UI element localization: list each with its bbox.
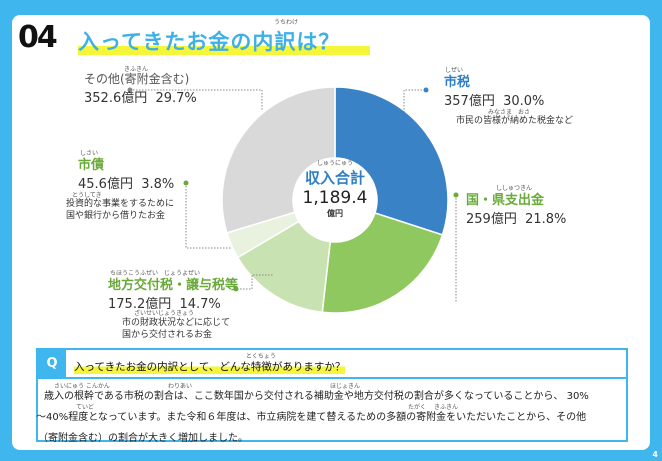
amount-bond: 45.6億円 bbox=[78, 177, 133, 192]
answer-ruby-2: わりあい bbox=[168, 383, 193, 390]
name-national: 国・県支出金 bbox=[466, 193, 545, 208]
name-localtax: 地方交付税・譲与税等 bbox=[108, 278, 239, 293]
desc-bond-2: 国や銀行から借りたお金 bbox=[66, 211, 166, 221]
leader-dot-localtax bbox=[233, 286, 239, 292]
q-mark: Q bbox=[38, 350, 66, 377]
label-other: きふきん その他(寄附金含む) 352.6億円 29.7% bbox=[84, 64, 197, 106]
leader-line-other bbox=[130, 89, 263, 110]
desc-localtax: 市の財政状況などに応じて bbox=[122, 318, 231, 328]
name-citytax: 市税 bbox=[444, 75, 471, 90]
desc-localtax-2: 国から交付されるお金 bbox=[122, 330, 213, 340]
question-ruby: とくちょう bbox=[246, 353, 276, 360]
amount-national: 259億円 bbox=[466, 212, 517, 227]
question-text: 入ってきたお金の内訳として、どんな特徴がありますか？ bbox=[74, 359, 346, 374]
amount-citytax: 357億円 bbox=[444, 94, 495, 109]
donut-center: しゅうにゅう 収入合計 1,189.4 億円 bbox=[293, 158, 377, 219]
donut-hole bbox=[293, 158, 377, 242]
leader-dot-bond bbox=[183, 180, 189, 186]
amount-localtax: 175.2億円 bbox=[108, 297, 172, 312]
percent-citytax: 30.0% bbox=[503, 94, 545, 109]
leader-dot-other bbox=[127, 87, 133, 93]
answer-line-3: （寄附金含む）の割合が大きく増加しました。 bbox=[38, 433, 248, 444]
answer-ruby-6: きふきん bbox=[434, 404, 459, 411]
answer-ruby-4: ていど bbox=[76, 404, 95, 411]
desc-bond: 投資的な事業をするために bbox=[66, 199, 175, 209]
ruby-other: きふきん bbox=[124, 66, 149, 73]
label-citytax: しぜい 市税 357億円 30.0% みなさま おさ 市民の皆様が納めた税金など bbox=[444, 65, 573, 127]
center-label: 収入合計 bbox=[304, 169, 365, 187]
answer-line-1: 歳入の根幹である市税の割合は、ここ数年国から交付される補助金や地方交付税の割合が… bbox=[44, 391, 589, 402]
title-highlight bbox=[78, 46, 370, 55]
leader-line-localtax bbox=[237, 274, 274, 290]
percent-bond: 3.8% bbox=[141, 177, 175, 192]
page-title: うちわけ 入ってきたお金の内訳は？ bbox=[78, 19, 370, 56]
leader-line-bond bbox=[185, 183, 232, 249]
label-bond: しさい 市債 45.6億円 3.8% とうしてき 投資的な事業をするために 国や… bbox=[66, 148, 174, 222]
label-national: ししゅつきん 国・県支出金 259億円 21.8% bbox=[466, 183, 566, 227]
center-ruby: しゅうにゅう bbox=[316, 160, 353, 167]
page-number: 4 bbox=[652, 450, 658, 459]
ruby-localtax-desc: ざいせいじょうきょう bbox=[134, 310, 195, 317]
percent-localtax: 14.7% bbox=[179, 297, 221, 312]
ruby-citytax-desc: みなさま おさ bbox=[488, 109, 531, 116]
leader-dot-citytax bbox=[423, 87, 429, 93]
center-total: 1,189.4 bbox=[302, 188, 368, 208]
amount-other: 352.6億円 bbox=[84, 91, 148, 106]
ruby-citytax: しぜい bbox=[445, 67, 464, 74]
title-text: 入ってきたお金の内訳は？ bbox=[78, 30, 341, 54]
leader-line-citytax bbox=[403, 89, 425, 112]
name-bond: 市債 bbox=[78, 158, 105, 173]
title-ruby: うちわけ bbox=[274, 19, 299, 26]
name-other: その他(寄附金含む) bbox=[84, 72, 190, 86]
question-box: Q とくちょう 入ってきたお金の内訳として、どんな特徴がありますか？ さいにゅう… bbox=[36, 348, 628, 444]
question-header: Q とくちょう 入ってきたお金の内訳として、どんな特徴がありますか？ bbox=[38, 350, 626, 379]
desc-citytax: 市民の皆様が納めた税金など bbox=[456, 116, 574, 126]
answer-line-2: ～40%程度となっています。また令和６年度は、市立病院を建て替えるための多額の寄… bbox=[36, 412, 587, 423]
ruby-bond: しさい bbox=[80, 150, 99, 157]
ruby-localtax: ちほうこうふぜい じょうよぜい bbox=[110, 270, 201, 277]
ruby-bond-desc: とうしてき bbox=[72, 192, 102, 199]
percent-other: 29.7% bbox=[155, 91, 197, 106]
percent-national: 21.8% bbox=[525, 212, 567, 227]
center-unit: 億円 bbox=[327, 209, 343, 218]
answer-ruby-1: さいにゅう こんかん bbox=[54, 383, 110, 390]
ruby-national: ししゅつきん bbox=[496, 185, 533, 192]
leader-dot-national bbox=[453, 192, 459, 198]
answer-ruby-3: ほじょきん bbox=[330, 383, 361, 390]
section-number: 04 bbox=[18, 20, 58, 55]
label-localtax: ちほうこうふぜい じょうよぜい 地方交付税・譲与税等 175.2億円 14.7%… bbox=[108, 268, 238, 341]
answer-ruby-5: たがく bbox=[408, 404, 427, 411]
